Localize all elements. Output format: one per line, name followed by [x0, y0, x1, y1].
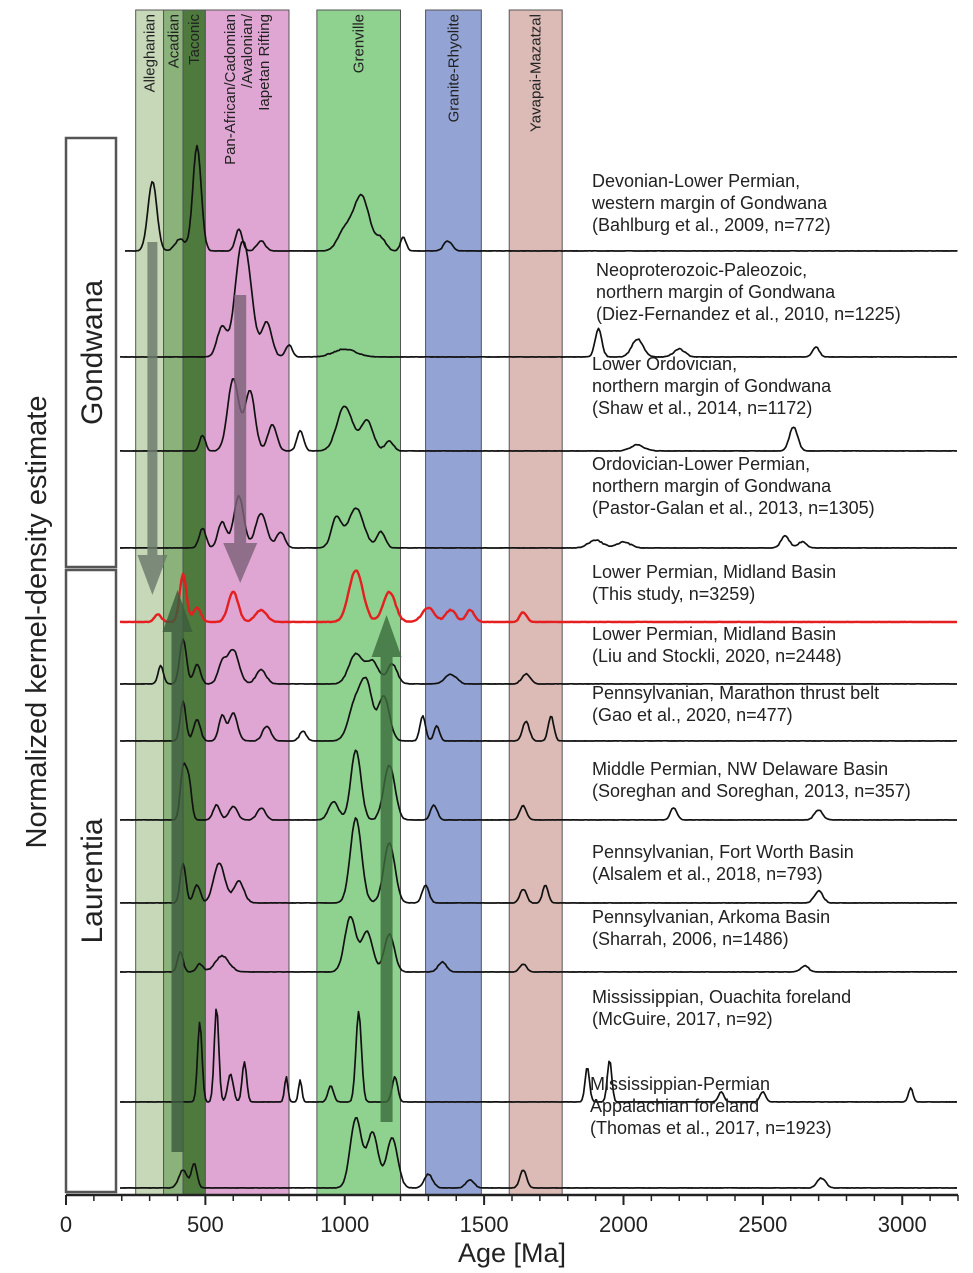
band-label-line: Acadian — [165, 14, 182, 68]
group-label-laurentia: Laurentia — [76, 818, 109, 943]
kde-curve-7 — [119, 749, 957, 821]
kde-curve-3 — [119, 494, 958, 549]
provenance-arrow-down — [223, 295, 258, 583]
kde-curve-11 — [120, 1116, 958, 1189]
sample-label-line: Appalachian foreland — [590, 1096, 759, 1116]
sample-label-line: (Liu and Stockli, 2020, n=2448) — [592, 646, 842, 666]
sample-label: Lower Permian, Midland Basin(This study,… — [592, 562, 836, 604]
provenance-arrow-up — [371, 615, 402, 1122]
x-axis-title: Age [Ma] — [458, 1238, 566, 1268]
sample-label-line: (Pastor-Galan et al., 2013, n=1305) — [592, 498, 875, 518]
sample-label-line: Middle Permian, NW Delaware Basin — [592, 759, 888, 779]
kde-curves — [119, 144, 958, 1189]
sample-label-line: Lower Permian, Midland Basin — [592, 624, 836, 644]
sample-label-line: (Soreghan and Soreghan, 2013, n=357) — [592, 781, 911, 801]
sample-label-line: (This study, n=3259) — [592, 584, 755, 604]
sample-label-line: (Diez-Fernandez et al., 2010, n=1225) — [596, 304, 901, 324]
kde-curve-5 — [120, 638, 957, 685]
band-label-line: Granite-Rhyolite — [445, 14, 462, 122]
sample-label: Lower Ordovician,northern margin of Gond… — [592, 354, 832, 418]
sample-label-line: Ordovician-Lower Permian, — [592, 454, 810, 474]
kde-curve-9 — [119, 916, 957, 973]
sample-label-line: (Bahlburg et al., 2009, n=772) — [592, 215, 831, 235]
sample-label: Pennsylvanian, Fort Worth Basin(Alsalem … — [592, 842, 854, 884]
band-label-line: Grenville — [351, 14, 368, 73]
band-label-line: Pan-African/Cadomian — [222, 14, 239, 165]
band-label-line: Alleghanian — [142, 14, 159, 92]
sample-labels: Devonian-Lower Permian,western margin of… — [590, 171, 911, 1138]
band-label: Acadian — [165, 14, 182, 68]
kde-curve-1 — [119, 240, 958, 358]
group-label-gondwana: Gondwana — [76, 280, 109, 425]
sample-label-line: (Alsalem et al., 2018, n=793) — [592, 864, 823, 884]
sample-label: Pennsylvanian, Marathon thrust belt(Gao … — [592, 683, 879, 725]
sample-label-line: Lower Ordovician, — [592, 354, 737, 374]
band-label-line: Yavapai-Mazatzal — [528, 14, 545, 132]
x-axis: 0 500 1000 1500 2000 2500 3000 — [60, 1193, 959, 1237]
kde-curve-0 — [124, 144, 958, 252]
sample-label: Ordovician-Lower Permian,northern margin… — [592, 454, 875, 518]
sample-label-line: Pennsylvanian, Arkoma Basin — [592, 907, 830, 927]
sample-label-line: (Sharrah, 2006, n=1486) — [592, 929, 789, 949]
sample-label-line: (McGuire, 2017, n=92) — [592, 1009, 773, 1029]
provenance-arrow-down — [137, 242, 168, 595]
band-label: Taconic — [186, 14, 203, 65]
kde-curve-2 — [120, 378, 958, 452]
band-label: Alleghanian — [142, 14, 159, 92]
sample-label: Devonian-Lower Permian,western margin of… — [591, 171, 831, 235]
band-alleghanian — [135, 9, 165, 1196]
sample-label: Pennsylvanian, Arkoma Basin(Sharrah, 200… — [592, 907, 830, 949]
sample-label-line: Devonian-Lower Permian, — [592, 171, 800, 191]
band-label-line: Taconic — [186, 14, 203, 65]
x-tick-label: 0 — [60, 1212, 72, 1237]
provenance-arrows — [137, 242, 402, 1152]
sample-label-line: Mississippian, Ouachita foreland — [592, 987, 851, 1007]
band-yavapai-mazatzal — [508, 9, 563, 1196]
sample-label-line: northern margin of Gondwana — [592, 476, 832, 496]
x-tick-label: 1500 — [460, 1212, 509, 1237]
group-box-gondwana — [64, 136, 118, 569]
x-tick-label: 3000 — [878, 1212, 927, 1237]
band-label: Pan-African/Cadomian/Avalonian/Iapetan R… — [222, 13, 273, 165]
sample-label-line: western margin of Gondwana — [591, 193, 828, 213]
kde-curve-8 — [119, 817, 958, 904]
band-label: Grenville — [351, 14, 368, 73]
sample-label-line: northern margin of Gondwana — [592, 376, 832, 396]
band-granite-rhyolite — [425, 9, 482, 1196]
sample-label: Lower Permian, Midland Basin(Liu and Sto… — [592, 624, 842, 666]
band-label: Granite-Rhyolite — [445, 14, 462, 122]
sample-label-line: Pennsylvanian, Marathon thrust belt — [592, 683, 879, 703]
group-box-laurentia — [64, 568, 118, 1194]
sample-label-line: (Gao et al., 2020, n=477) — [592, 705, 793, 725]
x-tick-label: 2000 — [599, 1212, 648, 1237]
sample-label-line: Mississippian-Permian — [590, 1074, 770, 1094]
y-axis-title: Normalized kernel-density estimate — [21, 396, 53, 849]
sample-label-line: (Thomas et al., 2017, n=1923) — [590, 1118, 832, 1138]
sample-label-line: Neoproterozoic-Paleozoic, — [596, 260, 807, 280]
sample-label: Mississippian, Ouachita foreland(McGuire… — [592, 987, 851, 1029]
sample-label-line: (Shaw et al., 2014, n=1172) — [592, 398, 812, 418]
sample-label: Neoproterozoic-Paleozoic,northern margin… — [596, 260, 901, 324]
x-tick-label: 2500 — [738, 1212, 787, 1237]
provenance-group-boxes: Gondwana Laurentia — [64, 136, 118, 1194]
sample-label-line: Pennsylvanian, Fort Worth Basin — [592, 842, 854, 862]
x-tick-label: 500 — [187, 1212, 224, 1237]
x-tick-label: 1000 — [320, 1212, 369, 1237]
tectonic-event-bands: Alleghanian Acadian Taconic Pan-African/Cad… — [135, 9, 563, 1196]
kde-curve-6 — [119, 676, 957, 742]
band-label-line: /Avalonian/ — [239, 13, 256, 88]
sample-label-line: Lower Permian, Midland Basin — [592, 562, 836, 582]
provenance-arrow-up — [162, 590, 193, 1152]
band-label-line: Iapetan Rifting — [256, 14, 273, 111]
band-label: Yavapai-Mazatzal — [528, 14, 545, 132]
kde-curve-4 — [119, 569, 958, 624]
sample-label: Middle Permian, NW Delaware Basin(Soregh… — [592, 759, 911, 801]
kde-curve-10 — [120, 1008, 958, 1103]
sample-label-line: northern margin of Gondwana — [596, 282, 836, 302]
